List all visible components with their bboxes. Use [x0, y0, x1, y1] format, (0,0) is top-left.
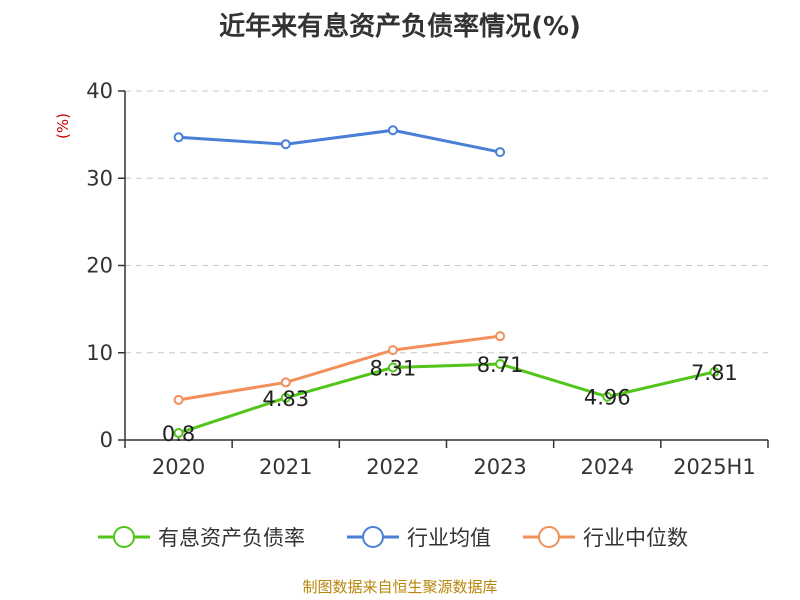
data-point [387, 362, 398, 373]
data-point [495, 147, 506, 158]
axes: 0 10 20 30 40 2020 2021 2022 2023 2024 2025H1 [86, 79, 769, 479]
legend-label: 行业中位数 [583, 526, 688, 550]
data-point [387, 345, 398, 356]
series-line [178, 334, 501, 402]
legend-marker [113, 526, 135, 548]
legend-label: 行业均值 [407, 526, 491, 550]
x-tick-label: 2025H1 [673, 455, 756, 479]
x-tick-label: 2020 [152, 455, 205, 479]
data-label: 0.8 [162, 422, 195, 446]
x-tick-label: 2021 [259, 455, 312, 479]
y-tick-label: 30 [86, 166, 113, 190]
data-point [280, 139, 291, 150]
legend-marker [538, 526, 560, 548]
x-tick-label: 2022 [366, 455, 419, 479]
data-label: 4.96 [584, 386, 631, 410]
series-line [178, 128, 501, 154]
chart-title: 近年来有息资产负债率情况(%) [219, 11, 581, 42]
data-point [495, 331, 506, 342]
data-label: 4.83 [262, 387, 309, 411]
data-label: 8.71 [477, 353, 524, 377]
data-point [602, 391, 613, 402]
data-point [280, 392, 291, 403]
data-point [387, 125, 398, 136]
series-line [178, 362, 715, 435]
data-point [280, 377, 291, 388]
grid-lines [125, 90, 768, 354]
y-tick-label: 20 [86, 254, 113, 278]
source-note: 制图数据来自恒生聚源数据库 [302, 578, 497, 596]
legend-marker [362, 526, 384, 548]
y-tick-label: 10 [86, 341, 113, 365]
data-point [173, 132, 184, 143]
x-tick-label: 2024 [581, 455, 634, 479]
data-point [173, 394, 184, 405]
y-tick-label: 0 [100, 428, 113, 452]
data-point [173, 428, 184, 439]
y-tick-label: 40 [86, 79, 113, 103]
data-point [495, 359, 506, 370]
x-tick-label: 2023 [473, 455, 526, 479]
series-group: 0.8 4.83 8.31 8.71 4.96 7.81 [162, 125, 738, 446]
data-label: 7.81 [691, 361, 738, 385]
data-point [709, 366, 720, 377]
data-label: 8.31 [370, 356, 417, 380]
y-axis-unit-label: (%) [54, 113, 72, 139]
legend-label: 有息资产负债率 [158, 526, 305, 550]
legend: 有息资产负债率 行业均值 行业中位数 [98, 526, 688, 550]
